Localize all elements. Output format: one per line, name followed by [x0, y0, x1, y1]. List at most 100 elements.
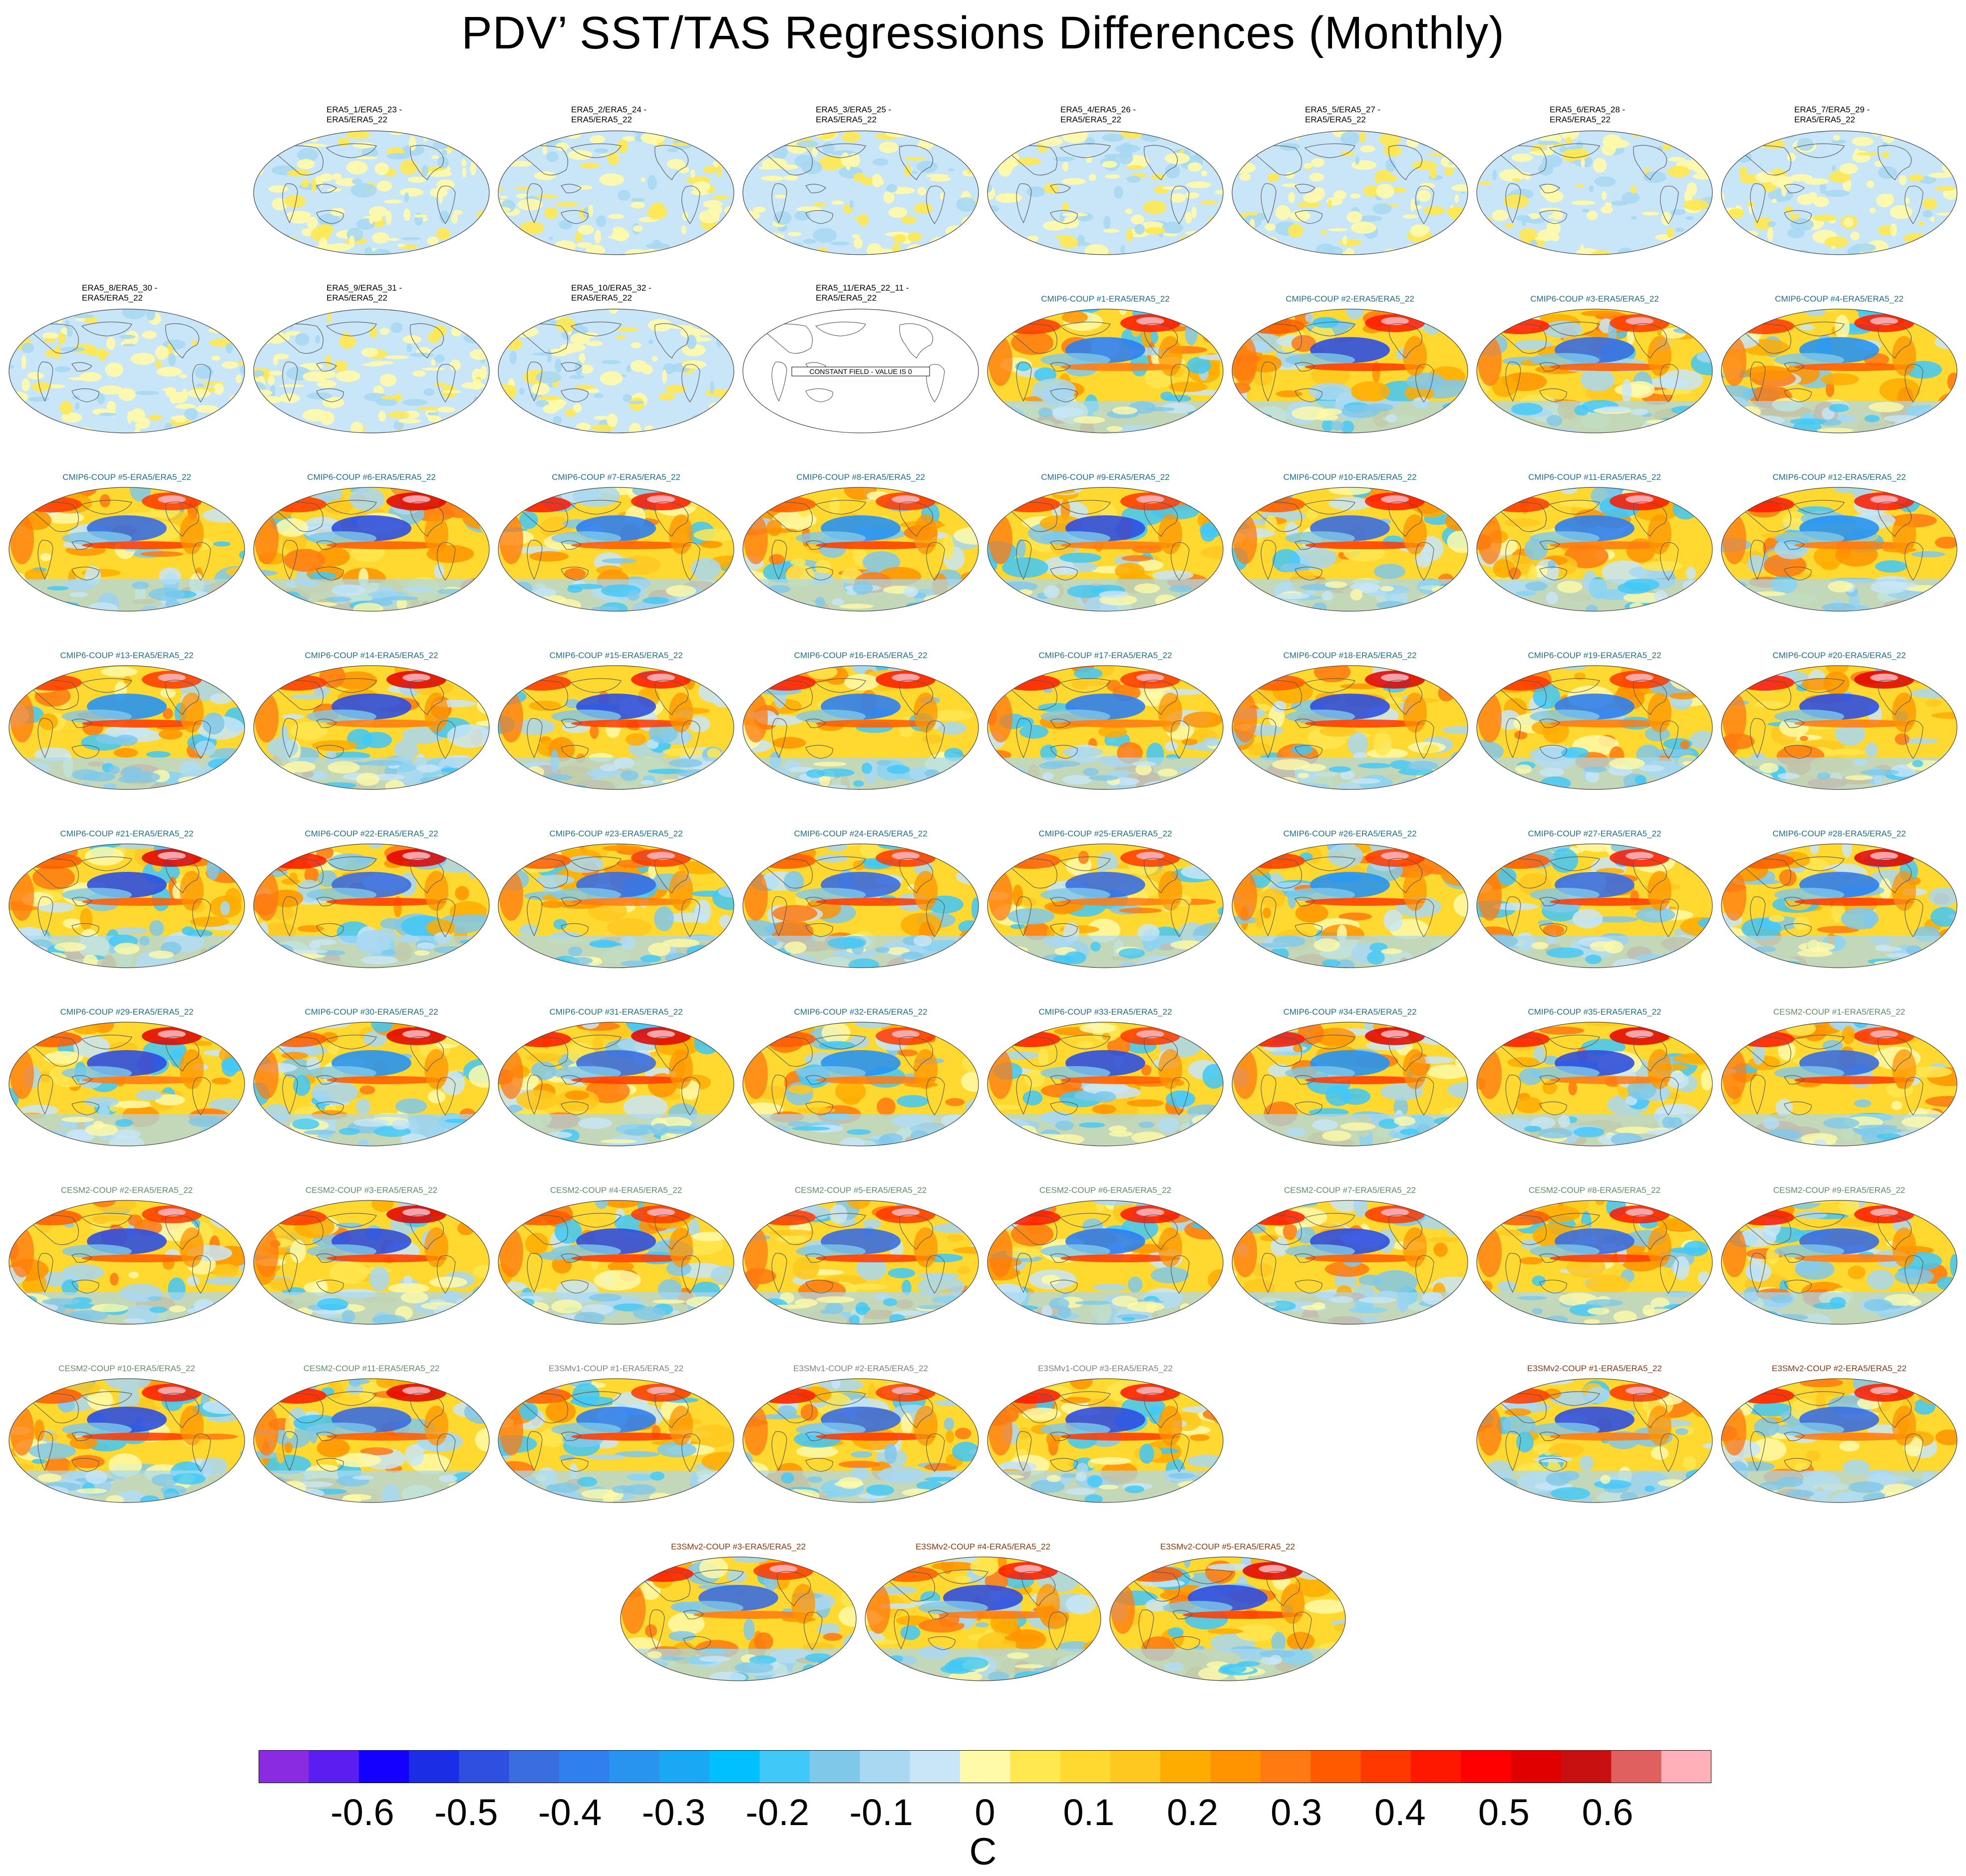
map-anomaly-patch	[1007, 666, 1022, 684]
map-anomaly-patch	[422, 367, 445, 371]
map-anomaly-patch	[9, 598, 30, 608]
map-anomaly-patch	[662, 748, 704, 756]
map-outline	[1232, 309, 1468, 433]
map-anomaly-patch	[1746, 202, 1755, 206]
map-anomaly-patch	[1453, 893, 1468, 917]
map-anomaly-patch	[1875, 946, 1902, 952]
map-anomaly-patch	[1232, 741, 1237, 763]
map-coastline	[1660, 720, 1679, 759]
map-eastern-warm	[180, 514, 204, 554]
map-arctic-warm	[22, 853, 82, 869]
map-anomaly-patch	[155, 346, 169, 360]
map-anomaly-patch	[526, 766, 544, 778]
map-eastern-warm	[669, 871, 693, 911]
map-anomaly-patch	[400, 237, 421, 241]
map-coastline	[1388, 323, 1423, 359]
map-anomaly-patch	[255, 338, 272, 345]
map-coastline	[1633, 680, 1667, 715]
map-eastern-warm	[1158, 514, 1182, 554]
map-anomaly-patch	[1691, 408, 1702, 418]
map-anomaly-patch	[1802, 131, 1826, 132]
map-arctic-hot	[647, 495, 675, 503]
map-anomaly-patch	[1159, 233, 1164, 238]
map-anomaly-patch	[1869, 401, 1904, 412]
map-anomaly-patch	[1552, 210, 1563, 220]
map-coastline	[899, 145, 934, 180]
map-anomaly-patch	[461, 159, 466, 167]
map-anomaly-patch	[56, 311, 63, 324]
map-anomaly-patch	[521, 844, 535, 854]
map-anomaly-patch	[1239, 150, 1247, 161]
panel-title: CMIP6-COUP #27-ERA5/ERA5_22	[1528, 829, 1661, 838]
map-anomaly-patch	[233, 488, 245, 509]
map-anomaly-patch	[774, 194, 786, 199]
map-anomaly-patch	[567, 586, 583, 593]
map-coastline	[1249, 858, 1302, 889]
map-anomaly-patch	[629, 397, 645, 411]
map-anomaly-patch	[1477, 666, 1493, 677]
map-coastline	[326, 500, 377, 515]
map-anomaly-patch	[1693, 418, 1712, 427]
map-anomaly-patch	[1019, 725, 1049, 739]
map-anomaly-patch	[298, 959, 310, 968]
panel-title: CMIP6-COUP #31-ERA5/ERA5_22	[549, 1007, 683, 1017]
map-plot	[987, 843, 1224, 968]
map-coastline	[515, 502, 568, 532]
map-anomaly-patch	[1373, 731, 1392, 756]
map-anomaly-patch	[1059, 552, 1102, 563]
map-anomaly-patch	[529, 701, 561, 711]
map-anomaly-patch	[320, 1022, 342, 1025]
map-anomaly-patch	[749, 136, 767, 148]
map-coastline	[805, 210, 833, 224]
map-anomaly-patch	[254, 853, 281, 863]
map-outline	[8, 843, 245, 968]
map-field	[254, 844, 489, 968]
map-panel: CMIP6-COUP #10-ERA5/ERA5_22	[1230, 461, 1470, 626]
map-anomaly-patch	[309, 572, 337, 580]
map-coastline	[805, 388, 833, 402]
map-anomaly-patch	[279, 384, 305, 387]
map-outline	[498, 487, 734, 612]
map-anomaly-patch	[384, 355, 409, 360]
map-anomaly-patch	[509, 598, 539, 608]
map-arctic-warm	[511, 496, 571, 512]
map-anomaly-patch	[1831, 139, 1847, 144]
panel-title: CMIP6-COUP #13-ERA5/ERA5_22	[60, 651, 194, 660]
map-anomaly-patch	[954, 956, 979, 965]
map-anomaly-patch	[254, 755, 268, 776]
map-anomaly-patch	[789, 1022, 823, 1025]
map-anomaly-patch	[1062, 747, 1103, 757]
map-coastline	[926, 898, 945, 937]
map-coastline	[1539, 388, 1567, 402]
map-anomaly-patch	[1477, 583, 1486, 596]
map-anomaly-patch	[681, 603, 691, 611]
map-anomaly-patch	[452, 596, 483, 605]
map-anomaly-patch	[1427, 144, 1445, 149]
map-anomaly-patch	[1423, 744, 1440, 753]
map-plot	[1476, 843, 1713, 968]
map-anomaly-patch	[922, 735, 943, 744]
map-anomaly-patch	[297, 159, 315, 169]
map-coastline	[1494, 502, 1547, 532]
map-anomaly-patch	[428, 309, 444, 317]
map-anomaly-patch	[1162, 222, 1183, 234]
map-anomaly-patch	[434, 382, 447, 387]
map-panel: CMIP6-COUP #32-ERA5/ERA5_22	[741, 996, 981, 1161]
map-anomaly-patch	[553, 919, 567, 930]
map-anomaly-patch	[707, 231, 725, 234]
map-anomaly-patch	[1736, 151, 1752, 163]
map-coastline	[515, 680, 568, 711]
map-eastern-warm	[1647, 514, 1671, 554]
map-anomaly-patch	[287, 237, 298, 252]
map-western-warm	[988, 336, 1012, 386]
map-coastline	[1878, 680, 1912, 715]
map-tropical-warm	[82, 1076, 202, 1084]
map-anomaly-patch	[1842, 844, 1852, 858]
map-coastline	[37, 1075, 53, 1115]
map-coastline	[1793, 322, 1845, 337]
map-anomaly-patch	[1211, 133, 1223, 143]
map-anomaly-patch	[763, 131, 784, 139]
map-coastline	[1004, 680, 1057, 711]
map-anomaly-patch	[1801, 678, 1832, 691]
map-anomaly-patch	[536, 371, 562, 383]
